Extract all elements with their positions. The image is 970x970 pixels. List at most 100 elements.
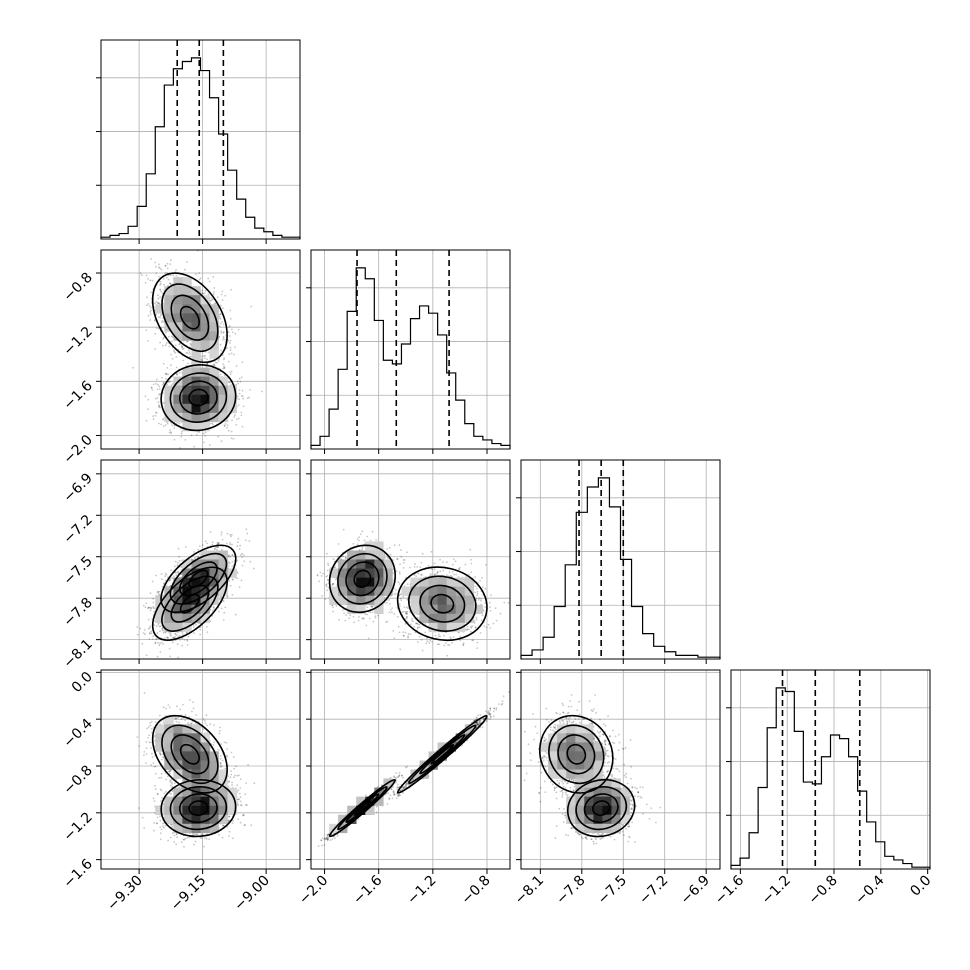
x-tick-label: −9.00	[231, 873, 273, 915]
contours	[539, 714, 636, 838]
contour-1-2	[161, 575, 219, 632]
y-tick-label: −7.2	[60, 512, 95, 547]
scatter-panel-2-1	[306, 459, 511, 664]
x-tick-label: −7.5	[595, 873, 630, 908]
contour-0-3	[328, 778, 396, 838]
x-tick-label: −1.6	[350, 872, 385, 907]
x-tick-label: −9.15	[168, 873, 210, 915]
scatter-panel-3-0: −9.30 −9.15 −9.00 −1.6 −1.2 −0.8 −0.4 0.0	[60, 669, 301, 915]
y-tick-label: −1.6	[60, 856, 95, 891]
panel-frame	[100, 669, 301, 870]
contour-1-3	[396, 566, 488, 642]
contour-0-0	[188, 800, 209, 817]
contours	[151, 714, 237, 838]
histogram-3	[730, 687, 931, 869]
x-tick-label: −7.2	[636, 873, 671, 908]
x-tick-label: −6.9	[678, 873, 713, 908]
grid	[311, 250, 510, 449]
histogram-2	[520, 477, 721, 659]
contour-1-3	[151, 714, 228, 794]
contour-0-2	[169, 786, 228, 831]
x-tick-label: −0.8	[805, 873, 840, 908]
contour-0-2	[337, 552, 388, 605]
contour-0-2	[337, 786, 388, 831]
panel-frame	[100, 39, 301, 240]
x-tick-label: −1.2	[404, 873, 439, 908]
x-tick-label: −8.1	[512, 873, 547, 908]
contour-1-0	[566, 743, 587, 765]
hist-panel-0	[96, 39, 301, 244]
scatter-panel-3-1: −2.0 −1.6 −1.2 −0.8	[296, 669, 511, 908]
contour-0-0	[188, 388, 209, 407]
contour-0-3	[566, 778, 636, 838]
panel-frame	[310, 459, 511, 660]
y-tick-label: −1.2	[60, 809, 95, 844]
contours	[328, 714, 488, 838]
x-tick-label: −1.2	[759, 873, 794, 908]
contour-0-0	[353, 800, 372, 817]
scatter-panel-3-2: −8.1 −7.8 −7.5 −7.2 −6.9	[512, 669, 721, 908]
contours	[328, 544, 488, 642]
histogram-1	[310, 267, 511, 449]
contour-0-3	[328, 544, 397, 614]
contour-1-0	[430, 593, 455, 614]
panel-frame	[100, 249, 301, 450]
contour-0-1	[583, 793, 619, 824]
x-tick-label: −2.0	[296, 873, 331, 908]
x-tick-label: −7.8	[553, 873, 588, 908]
grid	[731, 670, 930, 869]
contour-0-2	[169, 372, 228, 423]
contour-0-0	[353, 569, 372, 588]
panel-frame	[100, 459, 301, 660]
y-tick-label: −1.2	[60, 324, 95, 359]
contour-0-1	[178, 380, 218, 415]
contour-0-3	[160, 544, 237, 614]
y-tick-label: −0.8	[60, 763, 95, 798]
contour-1-0	[179, 743, 200, 765]
contour-0-0	[188, 569, 209, 588]
density-blocks	[155, 277, 237, 432]
y-tick-label: −7.8	[60, 595, 95, 630]
y-tick-label: −0.4	[60, 716, 95, 751]
y-tick-label: −8.1	[60, 636, 95, 671]
panel-frame	[730, 669, 931, 870]
hist-panel-1	[306, 249, 511, 454]
contour-0-1	[345, 793, 380, 824]
contour-1-3	[151, 566, 228, 641]
density-blocks	[539, 724, 630, 834]
contour-1-3	[539, 714, 614, 794]
contour-1-1	[170, 734, 210, 775]
contour-1-0	[430, 743, 455, 765]
grid	[311, 460, 510, 659]
contour-1-1	[419, 734, 466, 775]
grid	[311, 670, 510, 869]
contour-0-1	[345, 561, 380, 597]
panel-frame	[520, 459, 721, 660]
density-blocks	[155, 550, 237, 633]
contour-0-2	[575, 786, 628, 831]
contour-1-2	[161, 283, 219, 352]
y-tick-label: 0.0	[69, 669, 96, 696]
contour-1-0	[179, 305, 200, 330]
grid	[521, 670, 720, 869]
y-tick-label: −6.9	[60, 470, 95, 505]
contour-1-1	[557, 734, 596, 775]
contour-1-2	[408, 724, 477, 785]
panel-frame	[520, 669, 721, 870]
histogram-0	[100, 57, 301, 239]
contour-0-1	[178, 793, 218, 824]
contour-1-2	[161, 724, 219, 785]
x-tick-label: 0.0	[907, 873, 934, 900]
panel-frame	[310, 669, 511, 870]
contour-0-3	[160, 364, 237, 432]
y-tick-label: −0.8	[60, 270, 95, 305]
contour-1-2	[408, 575, 477, 632]
hist-panel-3: −1.6 −1.2 −0.8 −0.4 0.0	[712, 669, 934, 908]
contour-1-1	[170, 584, 210, 623]
contour-1-3	[151, 272, 228, 364]
y-tick-label: −7.5	[60, 553, 95, 588]
x-tick-label: −9.30	[104, 873, 146, 915]
contours	[151, 544, 237, 641]
hist-panel-2	[516, 459, 721, 664]
